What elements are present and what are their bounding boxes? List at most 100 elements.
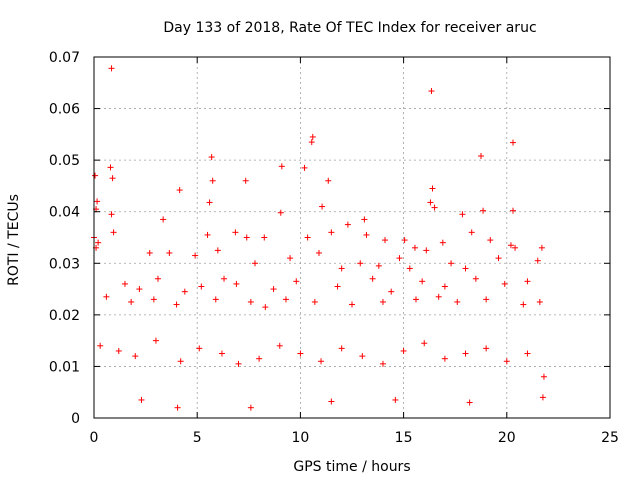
data-point — [115, 347, 122, 354]
data-point — [540, 373, 547, 380]
data-point — [338, 345, 345, 352]
data-point — [349, 301, 355, 308]
data-point — [315, 249, 322, 256]
data-point — [132, 353, 139, 360]
data-point — [468, 229, 475, 236]
data-point — [160, 216, 167, 223]
data-point — [256, 355, 263, 362]
data-point — [166, 249, 173, 256]
data-point — [503, 358, 510, 365]
data-point — [462, 350, 469, 357]
data-point — [287, 255, 294, 262]
data-point — [441, 283, 448, 290]
data-point — [221, 275, 228, 282]
data-point — [208, 154, 215, 161]
data-point — [181, 288, 188, 295]
data-point — [524, 350, 531, 357]
data-point — [480, 207, 487, 214]
data-point — [107, 164, 114, 171]
data-point — [392, 396, 399, 403]
data-point — [242, 177, 249, 184]
data-point — [334, 283, 341, 290]
data-point — [325, 177, 332, 184]
x-tick-label: 10 — [291, 430, 309, 446]
data-point — [401, 237, 408, 244]
y-tick-label: 0 — [71, 411, 80, 427]
data-point — [233, 280, 240, 287]
data-point — [198, 283, 205, 290]
y-tick-label: 0.03 — [49, 256, 80, 272]
y-tick-label: 0.04 — [49, 205, 80, 221]
data-point — [247, 404, 254, 411]
x-tick-label: 0 — [90, 430, 99, 446]
data-point — [270, 286, 277, 293]
data-point — [308, 139, 315, 146]
x-tick-label: 5 — [193, 430, 202, 446]
data-point — [150, 296, 157, 303]
data-point — [94, 198, 101, 205]
data-point — [344, 221, 351, 228]
data-point — [293, 278, 300, 285]
x-tick-label: 25 — [601, 430, 619, 446]
data-point — [495, 255, 502, 262]
data-point — [539, 394, 546, 401]
data-point — [357, 260, 364, 267]
data-point — [448, 260, 455, 267]
data-point — [396, 255, 403, 262]
data-point — [206, 199, 213, 206]
data-point — [419, 278, 426, 285]
data-point — [536, 298, 543, 305]
data-point — [138, 396, 145, 403]
data-point — [369, 275, 376, 282]
data-point — [173, 301, 180, 308]
data-point — [428, 88, 435, 95]
data-point — [487, 237, 494, 244]
data-point — [441, 355, 448, 362]
data-point — [483, 345, 490, 352]
data-point — [235, 360, 242, 367]
data-point — [277, 209, 284, 216]
data-point — [192, 252, 199, 259]
data-point — [423, 247, 430, 254]
data-point — [483, 296, 490, 303]
data-point — [361, 216, 368, 223]
data-point — [136, 286, 143, 293]
data-point — [509, 139, 516, 146]
data-point — [214, 247, 221, 254]
data-point — [154, 275, 161, 282]
data-point — [388, 288, 395, 295]
data-point — [338, 265, 345, 272]
data-point — [174, 404, 181, 411]
data-point — [319, 203, 326, 210]
data-point — [435, 293, 442, 300]
x-tick-label: 20 — [498, 430, 516, 446]
y-tick-label: 0.05 — [49, 153, 80, 169]
data-point — [328, 398, 335, 405]
data-point — [466, 399, 473, 406]
data-point — [276, 342, 283, 349]
data-point — [304, 234, 311, 241]
data-point — [524, 278, 531, 285]
data-point — [97, 342, 104, 349]
y-tick-label: 0.02 — [49, 308, 80, 324]
data-point — [301, 164, 308, 171]
data-point — [128, 298, 135, 305]
data-point — [196, 345, 203, 352]
data-point — [95, 239, 102, 246]
data-point — [109, 175, 116, 182]
grid — [94, 57, 610, 418]
data-point — [429, 185, 436, 192]
data-point — [297, 350, 304, 357]
data-point — [501, 280, 508, 287]
data-point — [462, 265, 469, 272]
y-tick-label: 0.07 — [49, 50, 80, 66]
data-point — [512, 244, 519, 251]
data-point — [121, 280, 128, 287]
data-point — [411, 244, 418, 251]
data-point — [459, 211, 466, 218]
data-point — [439, 239, 446, 246]
data-point — [379, 298, 386, 305]
data-point — [427, 199, 434, 206]
data-point — [359, 353, 366, 360]
data-point — [247, 298, 254, 305]
